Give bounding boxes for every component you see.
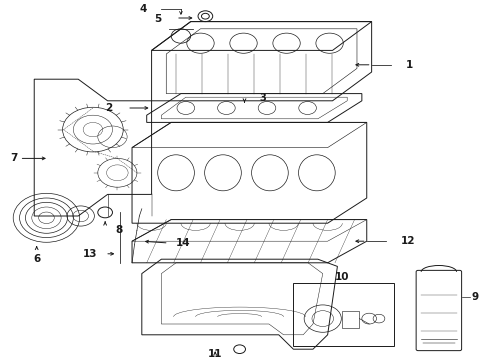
Bar	[293, 283, 393, 346]
Text: 8: 8	[115, 225, 122, 235]
Text: 7: 7	[10, 153, 17, 163]
Text: 5: 5	[154, 14, 161, 24]
Text: 10: 10	[334, 272, 349, 282]
Text: 13: 13	[83, 249, 98, 259]
Text: 12: 12	[400, 236, 415, 246]
Text: 3: 3	[259, 93, 265, 103]
Text: 9: 9	[471, 292, 478, 302]
Text: 6: 6	[33, 254, 40, 264]
Text: 11: 11	[207, 348, 222, 359]
Text: 14: 14	[176, 238, 190, 248]
Text: 4: 4	[139, 4, 146, 14]
Bar	[342, 311, 359, 328]
Text: 2: 2	[105, 103, 112, 113]
Text: 1: 1	[405, 60, 412, 70]
